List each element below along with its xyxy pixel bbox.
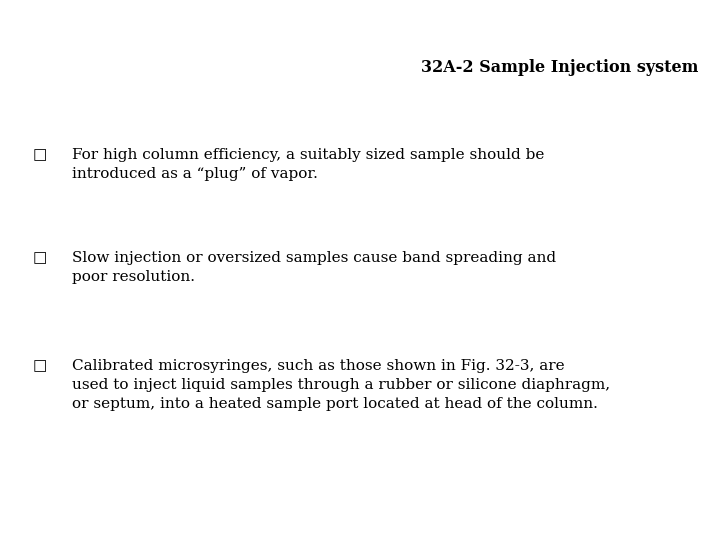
Text: □: □ <box>32 359 47 373</box>
Text: Slow injection or oversized samples cause band spreading and
poor resolution.: Slow injection or oversized samples caus… <box>72 251 556 284</box>
Text: □: □ <box>32 148 47 163</box>
Text: 32A-2 Sample Injection system: 32A-2 Sample Injection system <box>421 59 698 76</box>
Text: □: □ <box>32 251 47 265</box>
Text: For high column efficiency, a suitably sized sample should be
introduced as a “p: For high column efficiency, a suitably s… <box>72 148 544 181</box>
Text: Calibrated microsyringes, such as those shown in Fig. 32-3, are
used to inject l: Calibrated microsyringes, such as those … <box>72 359 610 411</box>
